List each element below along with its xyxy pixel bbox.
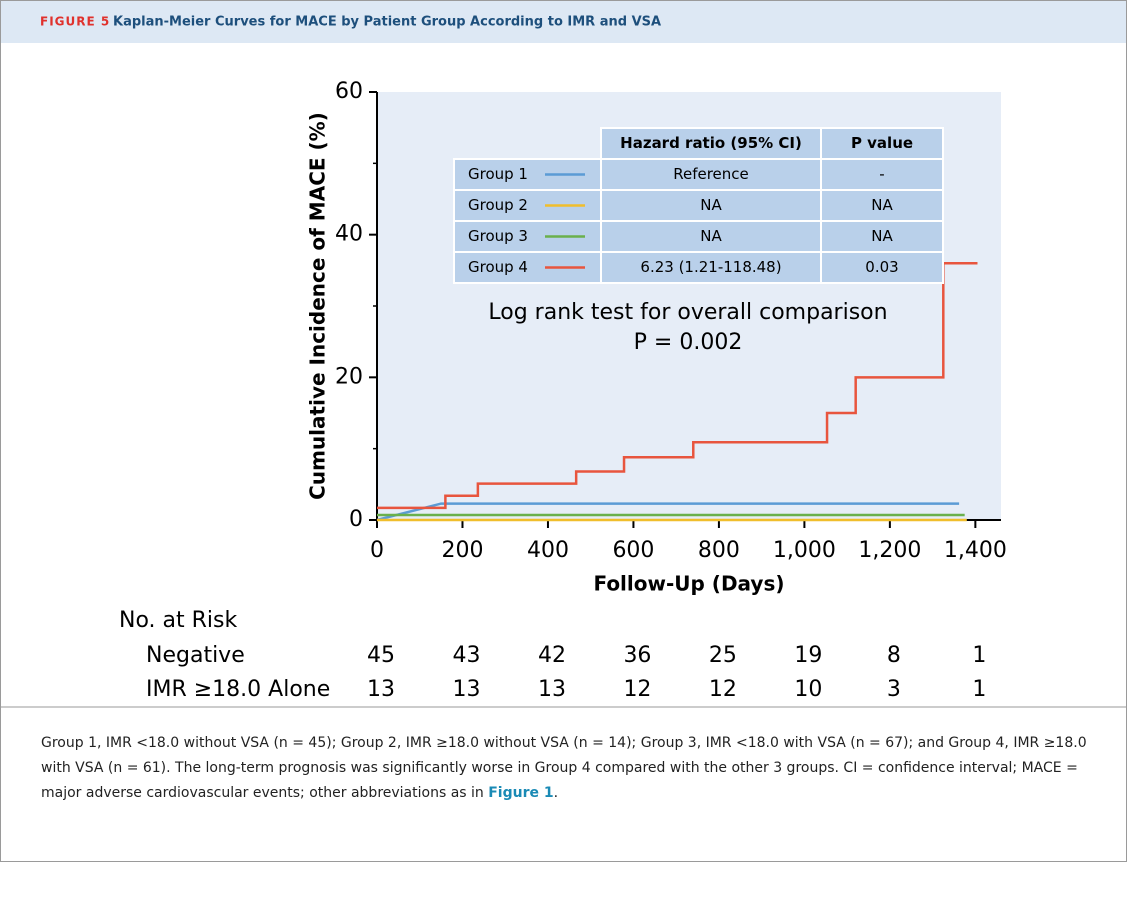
risk-label: Negative	[146, 643, 245, 668]
x-tick-label: 1,000	[773, 538, 836, 563]
x-tick-label: 0	[370, 538, 384, 563]
risk-value: 45	[367, 643, 395, 668]
legend-label: Group 4	[468, 258, 528, 276]
risk-value: 36	[623, 643, 651, 668]
legend-label: Group 3	[468, 227, 528, 245]
risk-value: 13	[367, 677, 395, 702]
caption-link[interactable]: Figure 1	[488, 785, 554, 801]
risk-value: 3	[887, 677, 901, 702]
table-cell-text: NA	[871, 227, 893, 245]
table-header: P value	[851, 134, 913, 152]
y-tick-label: 60	[335, 79, 363, 104]
km-curve	[377, 261, 978, 510]
figure-label: FIGURE 5	[40, 15, 110, 29]
risk-value: 12	[709, 677, 737, 702]
header-band	[1, 1, 1126, 43]
y-axis-label: Cumulative Incidence of MACE (%)	[306, 112, 330, 500]
table-cell-text: 0.03	[865, 258, 898, 276]
x-tick-label: 200	[441, 538, 483, 563]
x-tick-label: 600	[612, 538, 654, 563]
legend-label: Group 1	[468, 165, 528, 183]
risk-label: IMR ≥18.0 Alone	[146, 677, 330, 702]
annotation: Log rank test for overall comparison	[488, 300, 887, 325]
risk-value: 10	[794, 677, 822, 702]
x-tick-label: 1,200	[858, 538, 921, 563]
risk-value: 8	[887, 643, 901, 668]
x-tick-label: 800	[698, 538, 740, 563]
risk-value: 1	[972, 643, 986, 668]
y-tick-label: 40	[335, 222, 363, 247]
table-cell	[820, 251, 944, 284]
risk-value: 1	[972, 677, 986, 702]
figure: FIGURE 5 Kaplan-Meier Curves for MACE by…	[0, 0, 1127, 862]
caption-text: Group 1, IMR <18.0 without VSA (n = 45);…	[41, 735, 1087, 801]
table-cell	[820, 189, 944, 222]
table-cell	[600, 127, 822, 160]
risk-value: 25	[709, 643, 737, 668]
annotation: P = 0.002	[634, 330, 743, 355]
y-tick-label: 20	[335, 364, 363, 389]
risk-value: 12	[623, 677, 651, 702]
risk-title: No. at Risk	[119, 608, 237, 633]
x-tick-label: 1,400	[944, 538, 1007, 563]
table-header: Hazard ratio (95% CI)	[620, 134, 802, 152]
table-cell	[820, 220, 944, 253]
x-axis-label: Follow-Up (Days)	[593, 572, 784, 596]
caption: Group 1, IMR <18.0 without VSA (n = 45);…	[41, 731, 1101, 806]
legend-label: Group 2	[468, 196, 528, 214]
table-cell-text: 6.23 (1.21-118.48)	[640, 258, 781, 276]
table-cell-text: NA	[871, 196, 893, 214]
table-cell-text: -	[879, 165, 884, 183]
y-tick-label: 0	[349, 507, 363, 532]
x-tick-label: 400	[527, 538, 569, 563]
table-cell-text: NA	[700, 196, 722, 214]
risk-value: 42	[538, 643, 566, 668]
chart: FIGURE 5 Kaplan-Meier Curves for MACE by…	[1, 1, 1126, 770]
risk-value: 13	[452, 677, 480, 702]
figure-title: Kaplan-Meier Curves for MACE by Patient …	[113, 15, 661, 30]
caption-end: .	[553, 785, 559, 801]
risk-value: 19	[794, 643, 822, 668]
risk-value: 43	[452, 643, 480, 668]
table-cell-text: NA	[700, 227, 722, 245]
risk-value: 13	[538, 677, 566, 702]
table-cell-text: Reference	[673, 165, 749, 183]
